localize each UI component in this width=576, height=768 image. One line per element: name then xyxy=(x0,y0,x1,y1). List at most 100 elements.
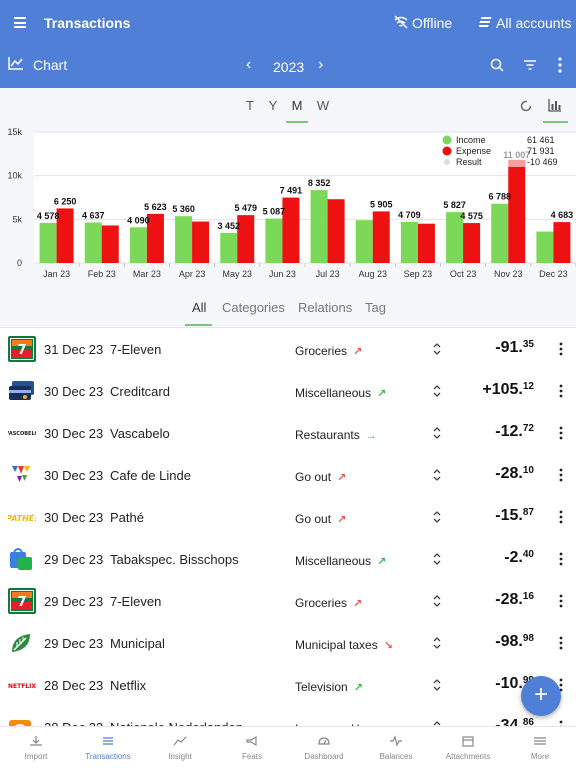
more-options-icon[interactable] xyxy=(558,57,562,73)
reorder-icon[interactable] xyxy=(432,593,442,609)
nav-insight[interactable]: Insight xyxy=(144,727,216,768)
bar-expense[interactable] xyxy=(508,166,526,263)
transaction-category[interactable]: Restaurants → xyxy=(295,428,377,442)
filter-icon[interactable] xyxy=(523,59,537,71)
row-menu-icon[interactable] xyxy=(559,342,563,356)
transaction-row[interactable]: 28 Dec 23 Nationale Nederlanden Insurance … xyxy=(0,706,576,726)
chart-toggle[interactable]: Chart xyxy=(33,57,68,73)
transaction-category[interactable]: Go out ↗ xyxy=(295,512,346,526)
bar-income[interactable] xyxy=(491,203,509,263)
list-tab-relations[interactable]: Relations xyxy=(298,300,353,315)
transaction-row[interactable]: 7 31 Dec 23 7-Eleven Groceries ↗ -91.35 xyxy=(0,328,576,370)
offline-icon[interactable] xyxy=(394,15,408,29)
nav-dashboard[interactable]: Dashboard xyxy=(288,727,360,768)
nav-import[interactable]: Import xyxy=(0,727,72,768)
add-transaction-button[interactable]: + xyxy=(521,676,561,716)
search-icon[interactable] xyxy=(490,58,504,72)
nav-transactions[interactable]: Transactions xyxy=(72,727,144,768)
row-menu-icon[interactable] xyxy=(559,636,563,650)
bar-expense[interactable] xyxy=(192,221,210,263)
nav-more[interactable]: More xyxy=(504,727,576,768)
reorder-icon[interactable] xyxy=(432,467,442,483)
transaction-row[interactable]: PATHÉ! 30 Dec 23 Pathé Go out ↗ -15.87 xyxy=(0,496,576,538)
nav-attachments[interactable]: Attachments xyxy=(432,727,504,768)
bar-expense[interactable] xyxy=(463,223,481,263)
row-menu-icon[interactable] xyxy=(559,384,563,398)
bar-income[interactable] xyxy=(536,231,554,263)
bar-expense[interactable] xyxy=(282,197,300,263)
period-tab-total[interactable]: T xyxy=(246,98,254,113)
reorder-icon[interactable] xyxy=(432,341,442,357)
transaction-category[interactable]: Television ↗ xyxy=(295,680,363,694)
amount-whole: -10. xyxy=(495,675,523,692)
list-tab-tag[interactable]: Tag xyxy=(365,300,386,315)
row-menu-icon[interactable] xyxy=(559,720,563,726)
row-menu-icon[interactable] xyxy=(559,426,563,440)
row-menu-icon[interactable] xyxy=(559,552,563,566)
bar-income[interactable] xyxy=(446,212,464,263)
list-tab-categories[interactable]: Categories xyxy=(222,300,285,315)
bar-income[interactable] xyxy=(129,227,147,263)
transaction-date: 30 Dec 23 xyxy=(44,510,104,525)
transaction-row[interactable]: 30 Dec 23 Creditcard Miscellaneous ↗ +105.12 xyxy=(0,370,576,412)
bar-income[interactable] xyxy=(310,190,328,263)
bar-expense[interactable] xyxy=(101,225,119,263)
bar-expense[interactable] xyxy=(327,199,345,263)
bar-expense[interactable] xyxy=(146,213,164,263)
reorder-icon[interactable] xyxy=(432,509,442,525)
nav-balances[interactable]: Balances xyxy=(360,727,432,768)
list-tab-all[interactable]: All xyxy=(192,300,207,315)
reorder-icon[interactable] xyxy=(432,551,442,567)
period-tab-week[interactable]: W xyxy=(316,98,330,113)
bar-income[interactable] xyxy=(175,216,193,263)
x-tick-label: Dec 23 xyxy=(539,269,568,279)
row-menu-icon[interactable] xyxy=(559,468,563,482)
hamburger-menu-icon[interactable] xyxy=(14,17,26,28)
previous-year-button[interactable]: ‹ xyxy=(246,56,252,73)
accounts-icon[interactable] xyxy=(479,16,493,28)
transaction-category[interactable]: Insurance House ↘ xyxy=(295,722,401,726)
all-accounts-button[interactable]: All accounts xyxy=(496,15,572,31)
transaction-row[interactable]: 29 Dec 23 Municipal Municipal taxes ↘ -98.98 xyxy=(0,622,576,664)
bar-income[interactable] xyxy=(84,222,102,263)
reorder-icon[interactable] xyxy=(432,719,442,726)
nav-feats[interactable]: Feats xyxy=(216,727,288,768)
bar-expense[interactable] xyxy=(417,223,435,263)
row-menu-icon[interactable] xyxy=(559,510,563,524)
bar-expense[interactable] xyxy=(237,215,255,263)
bar-expense[interactable] xyxy=(372,211,390,263)
offline-button[interactable]: Offline xyxy=(412,15,453,31)
transaction-category[interactable]: Groceries ↗ xyxy=(295,596,362,610)
period-tab-year[interactable]: Y xyxy=(268,98,278,113)
bar-income[interactable] xyxy=(39,223,57,263)
transaction-row[interactable]: 7 29 Dec 23 7-Eleven Groceries ↗ -28.16 xyxy=(0,580,576,622)
transaction-row[interactable]: 30 Dec 23 Cafe de Linde Go out ↗ -28.10 xyxy=(0,454,576,496)
transaction-row[interactable]: 29 Dec 23 Tabakspec. Bisschops Miscellaneo… xyxy=(0,538,576,580)
bar-income[interactable] xyxy=(400,221,418,263)
transaction-category[interactable]: Go out ↗ xyxy=(295,470,346,484)
line-chart-icon[interactable] xyxy=(8,56,24,70)
bar-chart-icon[interactable] xyxy=(548,98,562,112)
transaction-category[interactable]: Municipal taxes ↘ xyxy=(295,638,393,652)
amount-whole: -15. xyxy=(495,507,523,524)
period-tab-month[interactable]: M xyxy=(291,98,303,113)
reorder-icon[interactable] xyxy=(432,635,442,651)
transaction-date: 29 Dec 23 xyxy=(44,594,104,609)
transaction-category[interactable]: Groceries ↗ xyxy=(295,344,362,358)
next-year-button[interactable]: › xyxy=(318,56,324,73)
bar-income[interactable] xyxy=(355,220,373,263)
bar-expense[interactable] xyxy=(56,208,74,263)
reorder-icon[interactable] xyxy=(432,425,442,441)
bar-income[interactable] xyxy=(220,232,238,263)
reorder-icon[interactable] xyxy=(432,383,442,399)
bar-expense[interactable] xyxy=(553,222,571,263)
reorder-icon[interactable] xyxy=(432,677,442,693)
row-menu-icon[interactable] xyxy=(559,594,563,608)
x-tick-label: Jan 23 xyxy=(43,269,70,279)
transaction-category[interactable]: Miscellaneous ↗ xyxy=(295,386,386,400)
transaction-category[interactable]: Miscellaneous ↗ xyxy=(295,554,386,568)
transaction-row[interactable]: VASCOBELO 30 Dec 23 Vascabelo Restaurants → -… xyxy=(0,412,576,454)
pie-chart-icon[interactable] xyxy=(520,100,532,112)
bar-income[interactable] xyxy=(265,218,283,263)
